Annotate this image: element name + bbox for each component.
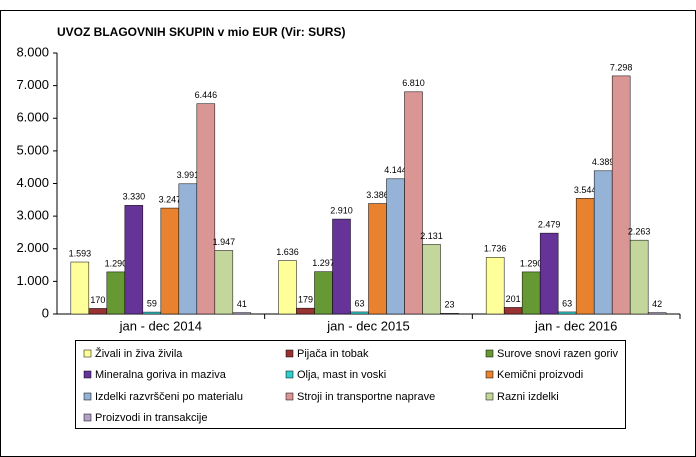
legend-swatch xyxy=(83,413,92,422)
bar xyxy=(106,271,126,315)
bar xyxy=(70,261,90,315)
legend-swatch xyxy=(485,370,494,379)
bar xyxy=(232,312,252,315)
legend-label: Živali in živa živila xyxy=(95,347,183,360)
value-label: 63 xyxy=(354,298,364,308)
legend-label: Kemični proizvodi xyxy=(497,369,583,381)
bar xyxy=(386,178,405,315)
value-label: 1.636 xyxy=(276,247,299,257)
x-tick-label: jan - dec 2014 xyxy=(119,318,202,333)
y-tick-label: 8.000 xyxy=(16,44,49,59)
bar xyxy=(539,232,559,315)
bar xyxy=(196,103,216,315)
bar xyxy=(214,250,234,315)
value-label: 2.910 xyxy=(330,205,353,215)
y-tick-label: 0 xyxy=(42,305,49,320)
value-label: 1.736 xyxy=(484,244,507,254)
value-label: 59 xyxy=(147,298,157,308)
legend-box xyxy=(75,340,626,429)
value-label: 1.593 xyxy=(69,248,92,258)
bar xyxy=(404,91,423,315)
bar xyxy=(296,307,315,315)
bar xyxy=(314,271,333,315)
bar xyxy=(485,257,505,315)
value-label: 1.947 xyxy=(213,237,236,247)
y-tick-label: 6.000 xyxy=(16,110,49,125)
x-tick-label: jan - dec 2015 xyxy=(326,318,409,333)
bar xyxy=(350,311,369,315)
value-label: 1.290 xyxy=(105,258,128,268)
value-label: 2.263 xyxy=(628,227,651,237)
bar xyxy=(332,218,351,315)
value-label: 3.991 xyxy=(177,170,200,180)
bar xyxy=(647,312,667,315)
bar xyxy=(142,311,162,315)
value-label: 41 xyxy=(237,299,247,309)
x-tick-label: jan - dec 2016 xyxy=(534,318,617,333)
legend-label: Stroji in transportne naprave xyxy=(297,391,435,403)
bar xyxy=(575,198,595,315)
y-tick-label: 7.000 xyxy=(16,77,49,92)
bar xyxy=(88,308,108,315)
y-tick-label: 4.000 xyxy=(16,175,49,190)
legend-swatch xyxy=(83,392,92,401)
legend-swatch xyxy=(285,392,294,401)
y-tick-label: 2.000 xyxy=(16,240,49,255)
legend-label: Izdelki razvrščeni po materialu xyxy=(95,391,243,403)
bar xyxy=(557,311,577,315)
y-tick-label: 5.000 xyxy=(16,142,49,157)
value-label: 179 xyxy=(298,295,313,305)
value-label: 3.544 xyxy=(574,185,597,195)
legend-swatch xyxy=(285,349,294,358)
legend-swatch xyxy=(485,392,494,401)
bar xyxy=(440,312,459,315)
value-label: 2.131 xyxy=(420,231,443,241)
bar xyxy=(611,75,631,315)
legend-label: Razni izdelki xyxy=(497,391,559,403)
value-label: 6.446 xyxy=(195,90,218,100)
value-label: 1.290 xyxy=(520,258,543,268)
value-label: 23 xyxy=(444,300,454,310)
bar xyxy=(160,207,180,315)
value-label: 6.810 xyxy=(402,78,425,88)
legend-swatch xyxy=(485,349,494,358)
legend-label: Proizvodi in transakcije xyxy=(95,412,208,424)
bar xyxy=(124,205,144,315)
legend-label: Pijača in tobak xyxy=(297,348,369,360)
legend-label: Mineralna goriva in maziva xyxy=(95,369,227,381)
value-label: 42 xyxy=(652,299,662,309)
value-label: 170 xyxy=(90,295,105,305)
bar xyxy=(593,170,613,315)
value-label: 1.297 xyxy=(312,258,335,268)
legend-swatch xyxy=(83,370,92,379)
legend-swatch xyxy=(83,349,92,358)
legend-label: Surove snovi razen goriv xyxy=(497,348,619,360)
y-tick-label: 1.000 xyxy=(16,273,49,288)
bar xyxy=(368,203,387,315)
chart-title: UVOZ BLAGOVNIH SKUPIN v mio EUR (Vir: SU… xyxy=(57,25,345,39)
value-label: 4.389 xyxy=(592,157,615,167)
bar xyxy=(521,271,541,315)
value-label: 4.144 xyxy=(384,165,407,175)
y-tick-label: 3.000 xyxy=(16,208,49,223)
value-label: 3.330 xyxy=(123,192,146,202)
bar xyxy=(278,260,297,315)
legend-swatch xyxy=(285,370,294,379)
legend-label: Olja, mast in voski xyxy=(297,369,386,381)
value-label: 2.479 xyxy=(538,219,561,229)
bar xyxy=(422,244,441,315)
bar xyxy=(629,239,649,315)
value-label: 7.298 xyxy=(610,62,633,72)
bar xyxy=(178,183,198,315)
value-label: 201 xyxy=(506,294,521,304)
value-label: 3.386 xyxy=(366,190,389,200)
bar xyxy=(503,307,523,315)
value-label: 3.247 xyxy=(159,194,182,204)
value-label: 63 xyxy=(562,298,572,308)
